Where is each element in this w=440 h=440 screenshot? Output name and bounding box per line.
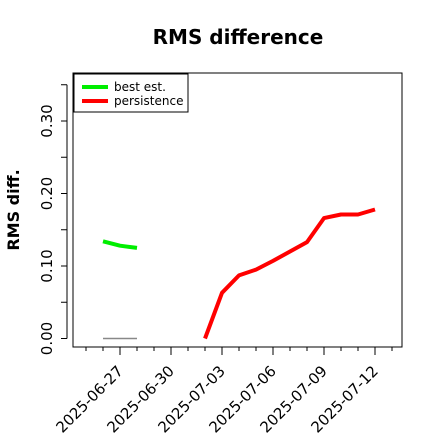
y-axis-label: RMS diff. [4,169,23,250]
y-tick-label: 0.20 [38,177,56,210]
plot-area-frame [72,72,403,348]
y-tick-label: 0.10 [38,249,56,282]
legend-entry: best est. [114,80,166,94]
y-tick-label: 0.00 [38,322,56,355]
legend-box [73,73,189,113]
chart-title: RMS difference [153,25,324,49]
y-tick-label: 0.30 [38,104,56,137]
x-axis: 2025-06-272025-06-302025-07-032025-07-06… [52,347,393,436]
legend-entry: persistence [114,94,183,108]
legend: best est.persistence [73,73,189,113]
y-axis: 0.00 0.10 0.20 0.30 [38,84,68,355]
series-line-best-est- [102,239,138,250]
series-line-persistence [203,207,376,340]
series-layer [102,207,376,340]
